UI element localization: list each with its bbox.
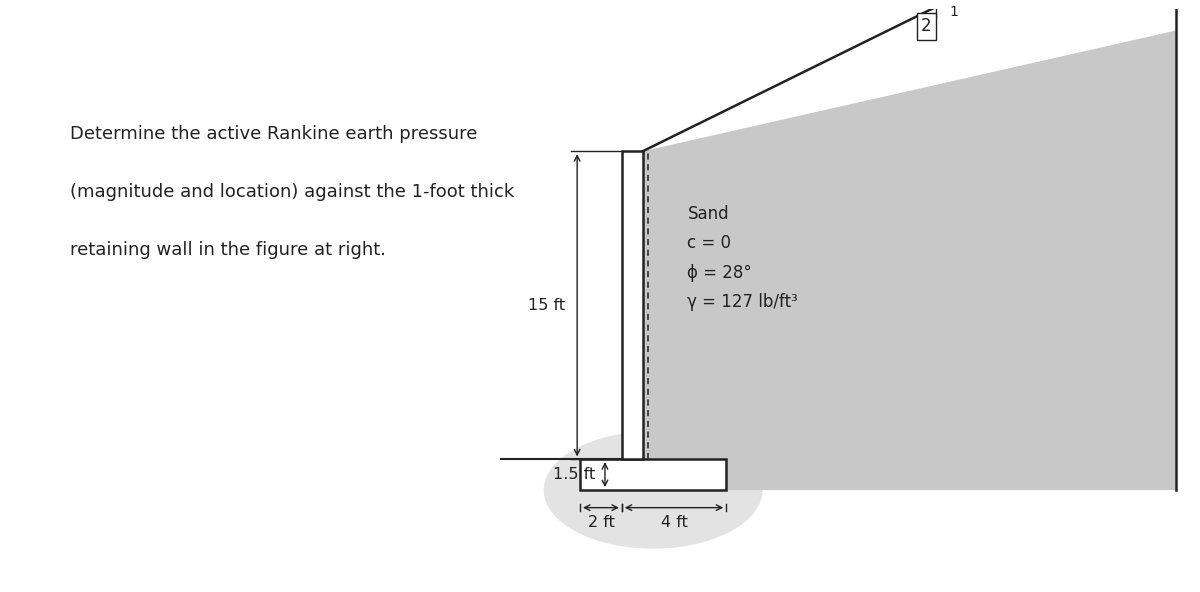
Text: 2 ft: 2 ft (588, 516, 614, 530)
Text: 2: 2 (920, 17, 931, 36)
Bar (622, 152, 643, 459)
Text: Determine the active Rankine earth pressure: Determine the active Rankine earth press… (70, 125, 478, 143)
Text: (magnitude and location) against the 1-foot thick: (magnitude and location) against the 1-f… (70, 183, 514, 201)
Text: c = 0: c = 0 (688, 234, 731, 252)
Text: 4 ft: 4 ft (660, 516, 688, 530)
Text: Sand: Sand (688, 205, 730, 223)
Text: 1: 1 (950, 5, 959, 19)
Bar (580, 459, 726, 490)
Text: ϕ = 28°: ϕ = 28° (688, 263, 752, 282)
Text: 15 ft: 15 ft (528, 298, 565, 313)
Text: 1.5 ft: 1.5 ft (553, 467, 595, 482)
Text: γ = 127 lb/ft³: γ = 127 lb/ft³ (688, 293, 798, 311)
Ellipse shape (544, 432, 763, 549)
Polygon shape (643, 31, 1176, 490)
Text: retaining wall in the figure at right.: retaining wall in the figure at right. (70, 240, 385, 259)
